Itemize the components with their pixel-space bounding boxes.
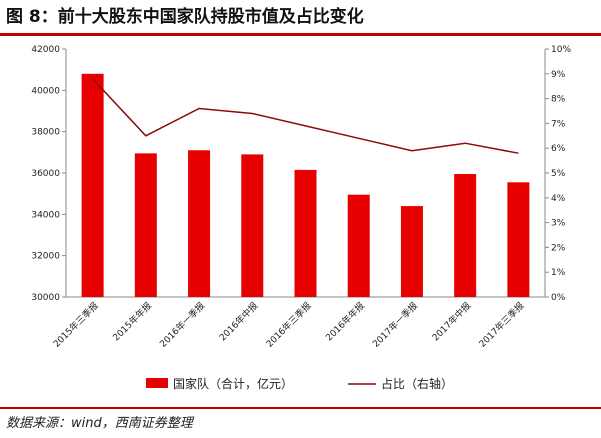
right-tick-label: 10% <box>551 45 571 55</box>
bar <box>294 169 317 297</box>
title-divider <box>0 33 601 36</box>
x-tick-label: 2015年三季报 <box>51 300 101 350</box>
legend-bar-swatch <box>146 378 168 388</box>
bar <box>454 174 477 297</box>
x-tick-label: 2017年中报 <box>430 300 474 344</box>
right-tick-label: 2% <box>551 243 566 253</box>
bar <box>347 194 370 297</box>
right-tick-label: 3% <box>551 219 566 229</box>
right-tick-label: 0% <box>551 293 566 303</box>
bar <box>81 73 104 297</box>
legend: 国家队（合计，亿元） 占比（右轴） <box>146 376 453 391</box>
left-tick-label: 32000 <box>31 252 60 262</box>
bar-series <box>81 73 530 297</box>
x-tick-labels: 2015年三季报 2015年年报 2016年一季报 2016年中报 2016年三季报 20… <box>51 300 527 350</box>
right-tick-label: 6% <box>551 144 566 154</box>
right-tick-label: 7% <box>551 119 566 129</box>
left-tick-label: 42000 <box>31 45 60 55</box>
footer-divider <box>0 407 601 409</box>
legend-line-label: 占比（右轴） <box>381 376 453 391</box>
left-tick-label: 34000 <box>31 210 60 220</box>
right-tick-label: 5% <box>551 169 566 179</box>
bar <box>400 206 423 297</box>
ratio-line <box>92 78 519 154</box>
left-tick-label: 30000 <box>31 293 60 303</box>
right-tick-label: 4% <box>551 194 566 204</box>
legend-bar-label: 国家队（合计，亿元） <box>173 376 293 391</box>
right-tick-label: 9% <box>551 70 566 80</box>
x-tick-label: 2017年一季报 <box>370 300 420 350</box>
line-series <box>92 78 519 154</box>
x-tick-label: 2016年一季报 <box>157 300 207 350</box>
bar <box>241 154 264 297</box>
x-tick-label: 2016年中报 <box>217 300 261 344</box>
right-tick-label: 1% <box>551 268 566 278</box>
x-tick-label: 2015年年报 <box>110 300 154 344</box>
bar <box>188 150 211 297</box>
bar <box>134 153 157 297</box>
right-tick-label: 8% <box>551 95 566 105</box>
chart-title: 图 8：前十大股东中国家队持股市值及占比变化 <box>6 7 364 27</box>
x-tick-label: 2016年三季报 <box>263 300 313 350</box>
x-tick-label: 2017年三季报 <box>476 300 526 350</box>
left-tick-label: 36000 <box>31 169 60 179</box>
left-tick-label: 40000 <box>31 86 60 96</box>
left-tick-label: 38000 <box>31 128 60 138</box>
x-tick-label: 2016年年报 <box>323 300 367 344</box>
combo-chart: 30000 32000 34000 36000 38000 40000 42000 0% 1% 2… <box>31 45 571 391</box>
bar <box>507 182 530 297</box>
source-note: 数据来源：wind，西南证券整理 <box>6 416 193 431</box>
